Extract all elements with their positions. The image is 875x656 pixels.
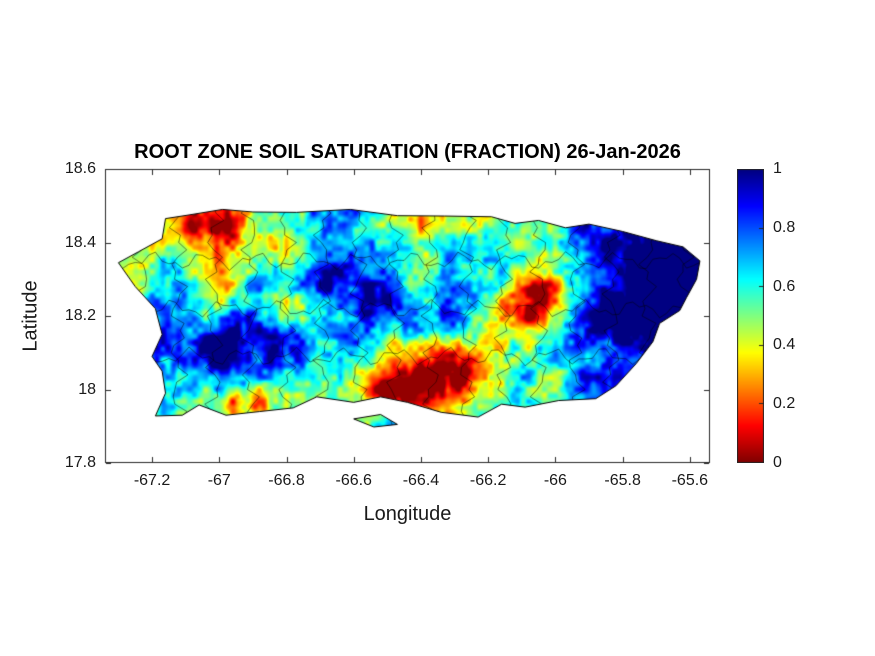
x-tick-label: -66: [543, 472, 567, 489]
colorbar-gradient: [737, 169, 764, 463]
x-tick-label: -67.2: [133, 472, 171, 489]
colorbar-tick-label: 0.4: [773, 336, 796, 354]
colorbar-tick-label: 0.6: [773, 277, 796, 295]
colorbar-tick-label: 1: [773, 160, 782, 177]
x-tick-label: -66.4: [402, 472, 440, 489]
y-axis-label: Latitude: [19, 280, 42, 352]
x-tick-label: -65.6: [671, 472, 709, 489]
x-tick-label: -67: [207, 472, 231, 489]
chart-title: ROOT ZONE SOIL SATURATION (FRACTION) 26-…: [134, 141, 681, 163]
colorbar-tick-label: 0.2: [773, 395, 796, 413]
x-tick-label: -65.8: [604, 472, 641, 489]
x-axis-label: Longitude: [363, 503, 452, 525]
x-tick-label: -66.6: [335, 472, 372, 489]
y-tick-label: 18.4: [64, 233, 96, 251]
y-tick-label: 18.2: [64, 307, 96, 324]
x-tick-label: -66.2: [469, 472, 507, 489]
y-tick-label: 18.6: [64, 160, 96, 177]
colorbar-tick-label: 0: [773, 454, 782, 471]
colorbar-tick-label: 0.8: [773, 218, 796, 236]
x-tick-label: -66.8: [268, 472, 305, 489]
y-tick-label: 18: [78, 380, 96, 398]
y-tick-label: 17.8: [64, 454, 96, 471]
